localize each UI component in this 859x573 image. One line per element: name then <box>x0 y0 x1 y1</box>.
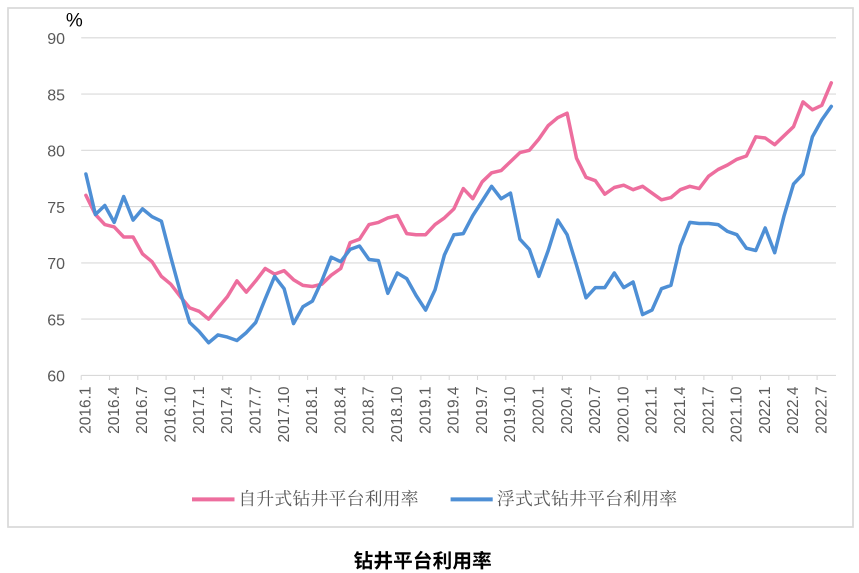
svg-text:2018.1: 2018.1 <box>304 387 321 434</box>
svg-text:2016.10: 2016.10 <box>163 386 180 442</box>
svg-text:2020.7: 2020.7 <box>587 387 604 434</box>
svg-text:2020.10: 2020.10 <box>615 386 632 442</box>
svg-text:90: 90 <box>47 31 65 48</box>
svg-text:2020.1: 2020.1 <box>531 387 548 434</box>
svg-text:85: 85 <box>47 87 65 104</box>
svg-text:2021.7: 2021.7 <box>700 387 717 434</box>
svg-text:75: 75 <box>47 200 65 217</box>
svg-text:2018.4: 2018.4 <box>332 386 349 434</box>
svg-text:2017.10: 2017.10 <box>276 386 293 442</box>
svg-text:2017.4: 2017.4 <box>219 386 236 434</box>
svg-text:2017.1: 2017.1 <box>191 387 208 434</box>
svg-text:2017.7: 2017.7 <box>247 387 264 434</box>
svg-text:65: 65 <box>47 312 65 329</box>
svg-text:2021.4: 2021.4 <box>672 386 689 434</box>
svg-text:2018.7: 2018.7 <box>361 387 378 434</box>
svg-text:2019.4: 2019.4 <box>446 386 463 434</box>
svg-text:2019.10: 2019.10 <box>502 386 519 442</box>
svg-text:2021.1: 2021.1 <box>644 387 661 434</box>
svg-text:2016.7: 2016.7 <box>134 387 151 434</box>
svg-text:2019.1: 2019.1 <box>417 387 434 434</box>
svg-text:70: 70 <box>47 256 65 273</box>
svg-text:2016.1: 2016.1 <box>78 387 95 434</box>
svg-text:60: 60 <box>47 369 65 386</box>
svg-text:80: 80 <box>47 144 65 161</box>
svg-text:2022.1: 2022.1 <box>757 387 774 434</box>
svg-text:2019.7: 2019.7 <box>474 387 491 434</box>
svg-text:2022.4: 2022.4 <box>785 386 802 434</box>
svg-text:%: % <box>66 10 83 31</box>
svg-text:2022.7: 2022.7 <box>814 387 831 434</box>
svg-text:2018.10: 2018.10 <box>389 386 406 442</box>
svg-text:2021.10: 2021.10 <box>729 386 746 442</box>
svg-text:2016.4: 2016.4 <box>106 386 123 434</box>
svg-text:2020.4: 2020.4 <box>559 386 576 434</box>
